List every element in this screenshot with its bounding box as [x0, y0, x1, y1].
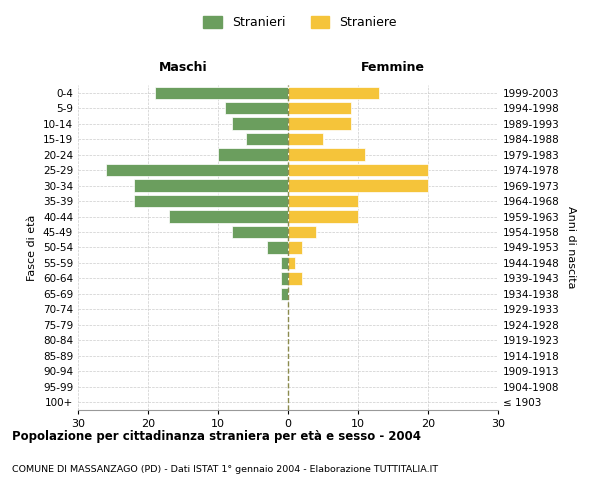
- Bar: [288, 118, 351, 130]
- Bar: [288, 272, 302, 284]
- Legend: Stranieri, Straniere: Stranieri, Straniere: [198, 11, 402, 34]
- Bar: [288, 180, 428, 192]
- Y-axis label: Fasce di età: Fasce di età: [28, 214, 37, 280]
- Bar: [288, 195, 358, 207]
- Bar: [218, 148, 288, 161]
- Bar: [288, 86, 379, 99]
- Bar: [106, 164, 288, 176]
- Bar: [281, 257, 288, 269]
- Bar: [288, 242, 302, 254]
- Bar: [134, 180, 288, 192]
- Bar: [155, 86, 288, 99]
- Bar: [288, 226, 316, 238]
- Bar: [288, 210, 358, 222]
- Y-axis label: Anni di nascita: Anni di nascita: [566, 206, 576, 288]
- Bar: [246, 133, 288, 145]
- Bar: [288, 148, 365, 161]
- Text: COMUNE DI MASSANZAGO (PD) - Dati ISTAT 1° gennaio 2004 - Elaborazione TUTTITALIA: COMUNE DI MASSANZAGO (PD) - Dati ISTAT 1…: [12, 465, 438, 474]
- Bar: [288, 164, 428, 176]
- Bar: [169, 210, 288, 222]
- Text: Maschi: Maschi: [158, 61, 208, 74]
- Bar: [225, 102, 288, 115]
- Text: Popolazione per cittadinanza straniera per età e sesso - 2004: Popolazione per cittadinanza straniera p…: [12, 430, 421, 443]
- Bar: [281, 272, 288, 284]
- Bar: [288, 257, 295, 269]
- Bar: [267, 242, 288, 254]
- Bar: [134, 195, 288, 207]
- Bar: [288, 133, 323, 145]
- Bar: [288, 102, 351, 115]
- Bar: [232, 118, 288, 130]
- Text: Femmine: Femmine: [361, 61, 425, 74]
- Bar: [281, 288, 288, 300]
- Bar: [232, 226, 288, 238]
